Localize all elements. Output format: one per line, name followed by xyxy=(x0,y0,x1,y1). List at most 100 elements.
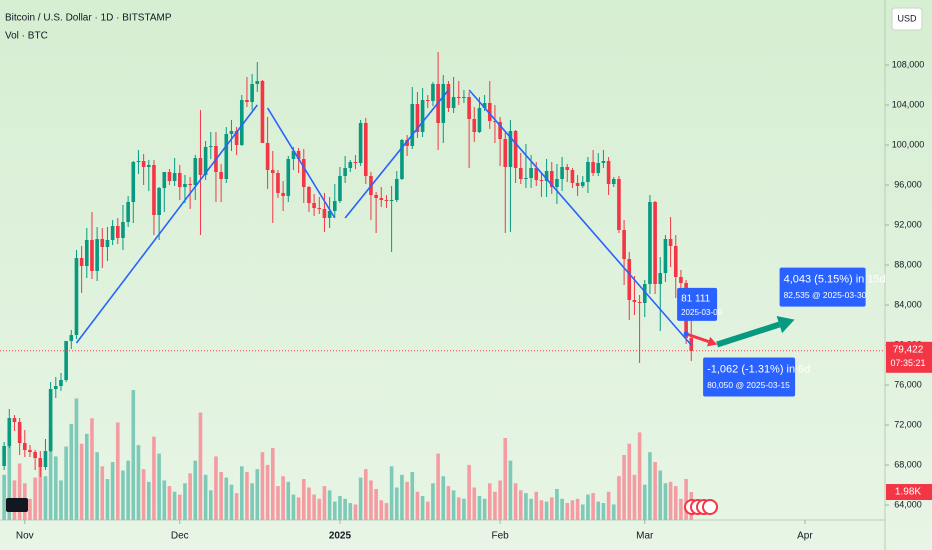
candle-body xyxy=(668,239,673,246)
volume-bar xyxy=(637,432,642,520)
candle-body xyxy=(493,121,497,122)
volume-bar xyxy=(343,498,347,520)
last-price-tag xyxy=(886,341,932,373)
volume-bar xyxy=(183,483,187,520)
volume-bar xyxy=(348,503,353,520)
candle-body xyxy=(565,167,570,170)
volume-bar xyxy=(565,503,570,520)
volume-bar xyxy=(586,494,590,520)
volume-bar xyxy=(668,481,673,520)
candle-body xyxy=(596,163,601,173)
last-price-label: 79,422 xyxy=(893,344,924,355)
candle-body xyxy=(451,97,456,108)
volume-bar xyxy=(508,460,513,520)
candle-body xyxy=(105,240,110,247)
volume-bar xyxy=(425,501,430,520)
candle-body xyxy=(617,179,621,230)
volume-bar xyxy=(198,412,203,520)
volume-bar xyxy=(312,494,316,520)
volume-bar xyxy=(172,491,177,520)
volume-bar xyxy=(95,452,99,520)
volume-bar xyxy=(456,497,461,520)
candle-body xyxy=(59,380,63,386)
volume-bar xyxy=(482,498,487,520)
candle-body xyxy=(317,208,322,209)
volume-bar xyxy=(115,422,120,520)
projection-box xyxy=(779,267,866,307)
volume-bar xyxy=(17,463,22,520)
candle-body xyxy=(177,173,182,187)
candle-body xyxy=(7,418,12,446)
candle-body xyxy=(348,162,353,168)
volume-bar xyxy=(679,498,683,520)
candle-body xyxy=(441,84,446,123)
volume-bar xyxy=(648,452,652,520)
candle-body xyxy=(219,172,223,179)
volume-bar xyxy=(214,456,218,520)
candle-body xyxy=(374,195,378,198)
event-icons xyxy=(684,499,718,515)
candle-body xyxy=(446,84,451,108)
candle-body xyxy=(456,97,461,98)
volume-bar xyxy=(462,498,466,520)
candle-body xyxy=(224,134,229,179)
volume-bar xyxy=(53,456,58,520)
candle-body xyxy=(498,122,502,139)
volume-bar xyxy=(472,487,477,520)
volume-bar xyxy=(555,488,559,520)
candle-body xyxy=(601,161,606,163)
candle-body xyxy=(74,258,79,335)
candle-body xyxy=(400,140,404,179)
volume-bar xyxy=(79,443,84,520)
candle-body xyxy=(157,188,161,215)
volume-bar xyxy=(384,503,389,520)
projection-arrow-head xyxy=(776,315,795,334)
candle-body xyxy=(539,180,544,181)
candle-body xyxy=(172,173,177,181)
volume-bar xyxy=(84,433,89,520)
volume-bar xyxy=(188,473,192,520)
candle-body xyxy=(255,81,260,84)
candle-body xyxy=(100,239,105,247)
y-tick-label: 84,000 xyxy=(894,299,922,309)
candle-body xyxy=(291,151,296,159)
volume-bar xyxy=(270,447,275,520)
event-icon[interactable] xyxy=(702,499,718,515)
candle-body xyxy=(126,202,130,222)
volume-bar xyxy=(28,498,32,520)
volume-bar xyxy=(622,455,626,520)
volume-bar xyxy=(43,476,48,520)
volume-bar xyxy=(632,474,637,520)
volume-bar xyxy=(146,481,151,520)
candle-body xyxy=(136,161,141,162)
logo-mark xyxy=(6,498,28,512)
volume-bar xyxy=(415,491,420,520)
volume-bar xyxy=(260,452,265,520)
volume-bar xyxy=(281,476,285,520)
candle-body xyxy=(95,239,99,271)
volume-bar xyxy=(208,490,213,520)
candle-body xyxy=(286,159,291,196)
volume-bar xyxy=(493,491,497,520)
volume-bar xyxy=(410,471,415,520)
currency-box[interactable] xyxy=(891,7,923,31)
candle-body xyxy=(167,172,172,181)
volume-bar xyxy=(549,497,554,520)
y-tick-label: 72,000 xyxy=(894,419,922,429)
x-tick-label: Dec xyxy=(171,531,189,542)
candle-body xyxy=(508,131,513,167)
volume-bar xyxy=(301,479,306,520)
projection-arrow xyxy=(716,321,781,348)
candle-body xyxy=(420,100,425,132)
volume-bar xyxy=(239,466,244,520)
volume-bar xyxy=(332,501,337,520)
candle-body xyxy=(673,246,678,277)
candle-body xyxy=(586,162,590,182)
volume-bar xyxy=(560,498,564,520)
volume-bar xyxy=(193,460,198,520)
candle-body xyxy=(183,184,187,187)
volume-bar xyxy=(477,495,482,520)
volume-bar xyxy=(374,488,378,520)
volume-bar xyxy=(601,503,606,520)
trend-line xyxy=(468,89,692,346)
